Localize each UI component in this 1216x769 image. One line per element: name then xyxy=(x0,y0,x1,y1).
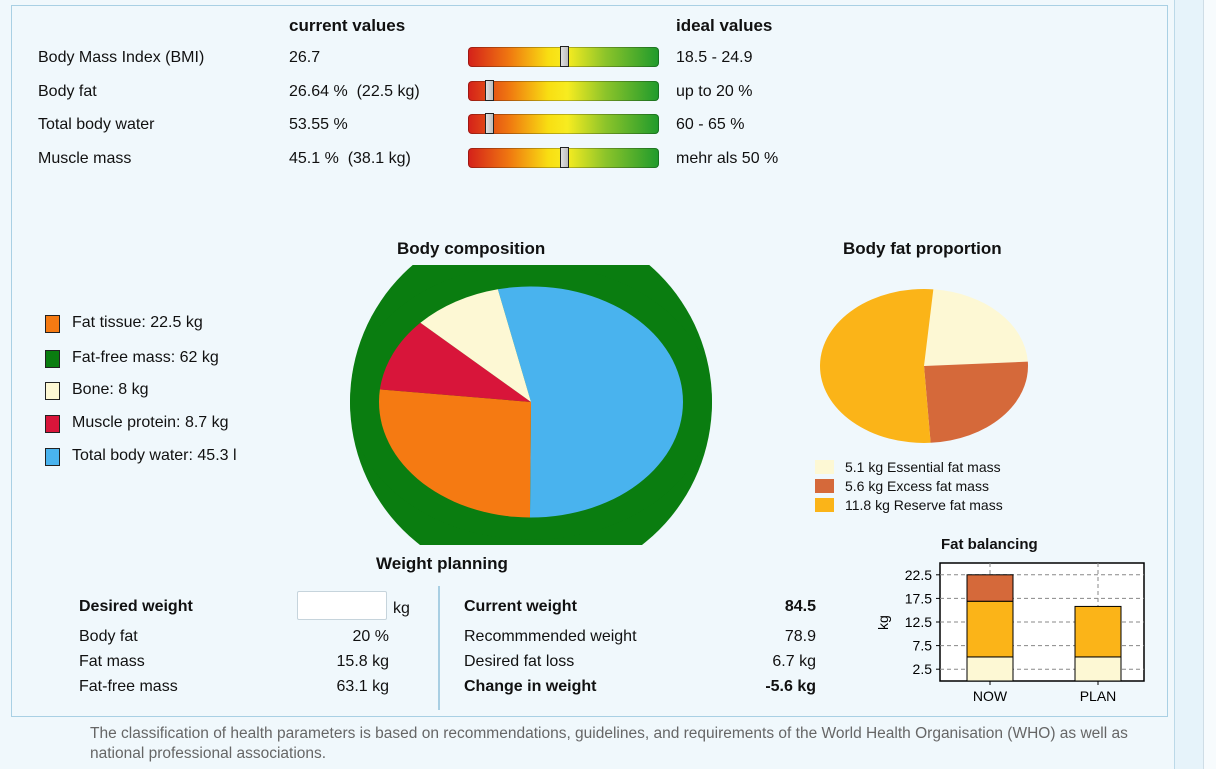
legend-swatch xyxy=(45,350,60,368)
bar-segment xyxy=(1074,656,1122,682)
bar-segment xyxy=(966,600,1014,658)
divider xyxy=(438,586,440,710)
legend-swatch xyxy=(45,448,60,466)
metric-level-thumb xyxy=(485,113,494,134)
planning-value: 78.9 xyxy=(784,628,816,645)
metric-label: Total body water xyxy=(38,116,155,133)
legend-label: 5.1 kg Essential fat mass xyxy=(845,459,1001,475)
desired-weight-input[interactable] xyxy=(297,591,387,620)
weight-planning-title: Weight planning xyxy=(376,554,508,573)
metric-label: Body Mass Index (BMI) xyxy=(38,49,205,66)
legend-label: Muscle protein: 8.7 kg xyxy=(72,414,229,431)
y-tick-label: 17.5 xyxy=(905,590,932,606)
composition-slice xyxy=(497,286,684,518)
scrollbar-track[interactable] xyxy=(1203,0,1216,769)
legend-label: Fat-free mass: 62 kg xyxy=(72,349,219,366)
planning-label: Fat-free mass xyxy=(79,678,178,695)
planning-value: 63.1 kg xyxy=(336,678,389,695)
desired-weight-label: Desired weight xyxy=(79,598,193,615)
x-tick-label: NOW xyxy=(973,688,1008,704)
planning-label: Recommmended weight xyxy=(464,628,637,645)
metric-label: Muscle mass xyxy=(38,150,132,167)
metric-level-bar xyxy=(468,46,659,67)
metric-level-bar xyxy=(468,147,659,168)
y-tick-label: 7.5 xyxy=(913,638,933,654)
composition-slice xyxy=(379,322,531,402)
legend-swatch xyxy=(815,460,834,474)
legend-swatch xyxy=(45,315,60,333)
metric-label: Body fat xyxy=(38,83,97,100)
metric-level-bar xyxy=(468,80,659,101)
legend-swatch xyxy=(815,479,834,493)
composition-slice xyxy=(378,389,531,518)
legend-swatch xyxy=(815,498,834,512)
bar-segment xyxy=(1074,605,1122,658)
legend-label: Fat tissue: 22.5 kg xyxy=(72,314,203,331)
fat-balancing-chart: 22.5 17.5 12.5 7.5 2.5 kg NOW PLAN xyxy=(875,562,1145,704)
metric-current-value: 26.7 xyxy=(289,49,321,66)
fat-proportion-slice xyxy=(924,361,1028,443)
planning-value: 6.7 kg xyxy=(772,653,816,670)
metric-level-thumb xyxy=(485,80,494,101)
planning-value: -5.6 kg xyxy=(765,678,816,695)
planning-label: Body fat xyxy=(79,628,138,645)
metric-ideal-value: mehr als 50 % xyxy=(676,150,779,167)
body-composition-slices xyxy=(350,265,712,540)
legend-label: 11.8 kg Reserve fat mass xyxy=(845,497,1003,513)
ideal-values-header: ideal values xyxy=(676,16,773,35)
y-tick-label: 12.5 xyxy=(905,614,932,630)
legend-swatch xyxy=(45,382,60,400)
legend-swatch xyxy=(45,415,60,433)
x-tick-label: PLAN xyxy=(1080,688,1117,704)
fat-balancing-title: Fat balancing xyxy=(941,536,1038,553)
fat-proportion-slice xyxy=(924,289,1028,366)
bar-segment xyxy=(966,656,1014,682)
metric-current-value: 53.55 % xyxy=(289,116,348,133)
planning-label: Desired fat loss xyxy=(464,653,575,670)
y-axis-label: kg xyxy=(875,615,891,630)
body-fat-proportion-chart xyxy=(820,289,1028,443)
y-tick-label: 22.5 xyxy=(905,567,932,583)
composition-slice xyxy=(420,289,531,402)
footer-note: The classification of health parameters … xyxy=(90,725,1128,762)
planning-label: Change in weight xyxy=(464,678,597,695)
planning-label: Fat mass xyxy=(79,653,145,670)
planning-value: 84.5 xyxy=(784,598,816,615)
body-fat-slices xyxy=(820,289,1028,443)
body-composition-chart xyxy=(350,265,712,545)
side-strip xyxy=(1174,0,1204,769)
planning-value: 15.8 kg xyxy=(336,653,389,670)
metric-ideal-value: 18.5 - 24.9 xyxy=(676,49,753,66)
metric-current-value: 26.64 % (22.5 kg) xyxy=(289,83,420,100)
desired-weight-unit: kg xyxy=(393,600,410,617)
bar-segment xyxy=(966,574,1014,602)
legend-label: Bone: 8 kg xyxy=(72,381,149,398)
legend-label: Total body water: 45.3 l xyxy=(72,447,237,464)
metric-ideal-value: up to 20 % xyxy=(676,83,753,100)
metric-current-value: 45.1 % (38.1 kg) xyxy=(289,150,411,167)
metric-ideal-value: 60 - 65 % xyxy=(676,116,745,133)
y-tick-label: 2.5 xyxy=(913,661,933,677)
metric-level-thumb xyxy=(560,46,569,67)
metric-level-bar xyxy=(468,113,659,134)
body-fat-proportion-title: Body fat proportion xyxy=(843,239,1002,258)
fat-proportion-slice xyxy=(820,289,934,443)
planning-value: 20 % xyxy=(352,628,389,645)
body-composition-title: Body composition xyxy=(397,239,546,258)
metric-level-thumb xyxy=(560,147,569,168)
planning-label: Current weight xyxy=(464,598,577,615)
current-values-header: current values xyxy=(289,16,406,35)
legend-label: 5.6 kg Excess fat mass xyxy=(845,478,989,494)
